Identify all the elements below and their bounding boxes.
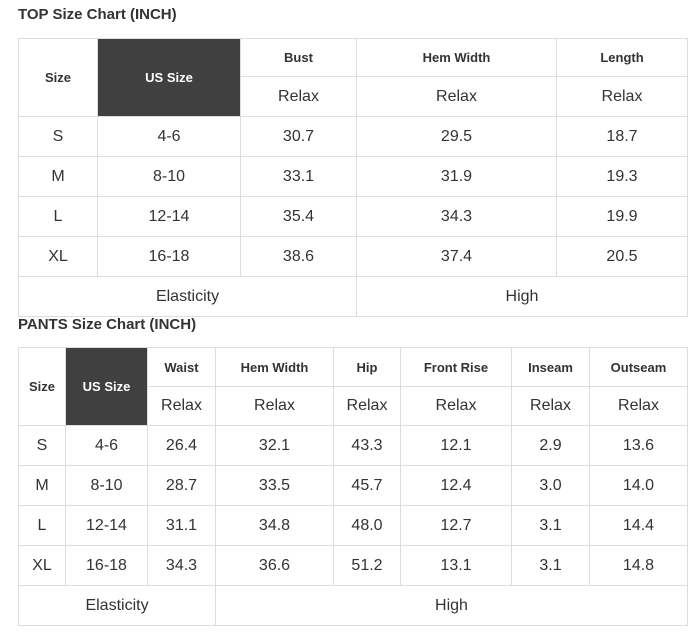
row: XL 16-18 34.3 36.6 51.2 13.1 3.1 14.8 <box>18 545 688 586</box>
row: M 8-10 28.7 33.5 45.7 12.4 3.0 14.0 <box>18 465 688 506</box>
data-cell: 12.7 <box>400 505 512 546</box>
fit-cell: Relax <box>556 76 688 117</box>
header-cell: Inseam <box>511 347 590 387</box>
data-cell: 35.4 <box>240 196 357 237</box>
fit-cell: Relax <box>589 386 688 426</box>
data-cell: 12.4 <box>400 465 512 506</box>
data-cell: M <box>18 465 66 506</box>
header-cell: Length <box>556 38 688 77</box>
row: L 12-14 35.4 34.3 19.9 <box>18 196 688 237</box>
data-cell: 33.5 <box>215 465 334 506</box>
header-cell: Hem Width <box>356 38 557 77</box>
row: Elasticity High <box>18 585 688 626</box>
data-cell: 19.3 <box>556 156 688 197</box>
data-cell: 3.1 <box>511 505 590 546</box>
data-cell: 45.7 <box>333 465 401 506</box>
data-cell: 51.2 <box>333 545 401 586</box>
row: Size US Size Bust Hem Width Length <box>18 38 688 117</box>
fit-cell: Relax <box>356 76 557 117</box>
data-cell: 31.1 <box>147 505 216 546</box>
data-cell: S <box>18 116 98 157</box>
header-cell: US Size <box>65 347 148 426</box>
header-cell: US Size <box>97 38 241 117</box>
fit-cell: Relax <box>215 386 334 426</box>
row: S 4-6 26.4 32.1 43.3 12.1 2.9 13.6 <box>18 425 688 466</box>
data-cell: L <box>18 505 66 546</box>
pants-table: Size US Size Waist Hem Width Hip Front Rise In… <box>18 347 688 626</box>
row: XL 16-18 38.6 37.4 20.5 <box>18 236 688 277</box>
footer-cell: High <box>215 585 688 626</box>
data-cell: 33.1 <box>240 156 357 197</box>
data-cell: 4-6 <box>65 425 148 466</box>
data-cell: M <box>18 156 98 197</box>
data-cell: 28.7 <box>147 465 216 506</box>
data-cell: 3.1 <box>511 545 590 586</box>
data-cell: 8-10 <box>97 156 241 197</box>
row: Elasticity High <box>18 276 688 317</box>
data-cell: 14.0 <box>589 465 688 506</box>
data-cell: 31.9 <box>356 156 557 197</box>
data-cell: L <box>18 196 98 237</box>
footer-cell: Elasticity <box>18 276 357 317</box>
data-cell: 19.9 <box>556 196 688 237</box>
fit-cell: Relax <box>240 76 357 117</box>
data-cell: 48.0 <box>333 505 401 546</box>
data-cell: 13.6 <box>589 425 688 466</box>
data-cell: 18.7 <box>556 116 688 157</box>
data-cell: 8-10 <box>65 465 148 506</box>
data-cell: 14.4 <box>589 505 688 546</box>
row: L 12-14 31.1 34.8 48.0 12.7 3.1 14.4 <box>18 505 688 546</box>
data-cell: S <box>18 425 66 466</box>
data-cell: 32.1 <box>215 425 334 466</box>
data-cell: 37.4 <box>356 236 557 277</box>
data-cell: 13.1 <box>400 545 512 586</box>
data-cell: 12.1 <box>400 425 512 466</box>
header-cell: Bust <box>240 38 357 77</box>
header-cell: Outseam <box>589 347 688 387</box>
top-title: TOP Size Chart (INCH) <box>18 6 177 23</box>
fit-cell: Relax <box>333 386 401 426</box>
data-cell: XL <box>18 236 98 277</box>
top-table: Size US Size Bust Hem Width Length Relax Relax… <box>18 38 688 317</box>
data-cell: 3.0 <box>511 465 590 506</box>
data-cell: 4-6 <box>97 116 241 157</box>
data-cell: 14.8 <box>589 545 688 586</box>
header-cell: Size <box>18 347 66 426</box>
footer-cell: Elasticity <box>18 585 216 626</box>
header-cell: Hip <box>333 347 401 387</box>
data-cell: 38.6 <box>240 236 357 277</box>
fit-cell: Relax <box>511 386 590 426</box>
data-cell: 16-18 <box>65 545 148 586</box>
data-cell: 29.5 <box>356 116 557 157</box>
data-cell: 2.9 <box>511 425 590 466</box>
row: Relax Relax Relax <box>19 76 688 117</box>
footer-cell: High <box>356 276 688 317</box>
data-cell: 43.3 <box>333 425 401 466</box>
fit-cell: Relax <box>400 386 512 426</box>
row: Size US Size Waist Hem Width Hip Front Rise In… <box>18 347 688 426</box>
header-cell: Hem Width <box>215 347 334 387</box>
pants-title: PANTS Size Chart (INCH) <box>18 316 197 333</box>
data-cell: XL <box>18 545 66 586</box>
data-cell: 34.3 <box>147 545 216 586</box>
data-cell: 16-18 <box>97 236 241 277</box>
row: Relax Relax Relax Relax Relax Relax <box>19 386 688 426</box>
data-cell: 20.5 <box>556 236 688 277</box>
fit-cell: Relax <box>147 386 216 426</box>
header-cell: Front Rise <box>400 347 512 387</box>
data-cell: 12-14 <box>97 196 241 237</box>
header-cell: Size <box>18 38 98 117</box>
data-cell: 26.4 <box>147 425 216 466</box>
data-cell: 34.3 <box>356 196 557 237</box>
row: M 8-10 33.1 31.9 19.3 <box>18 156 688 197</box>
data-cell: 12-14 <box>65 505 148 546</box>
row: S 4-6 30.7 29.5 18.7 <box>18 116 688 157</box>
data-cell: 34.8 <box>215 505 334 546</box>
data-cell: 30.7 <box>240 116 357 157</box>
header-cell: Waist <box>147 347 216 387</box>
data-cell: 36.6 <box>215 545 334 586</box>
